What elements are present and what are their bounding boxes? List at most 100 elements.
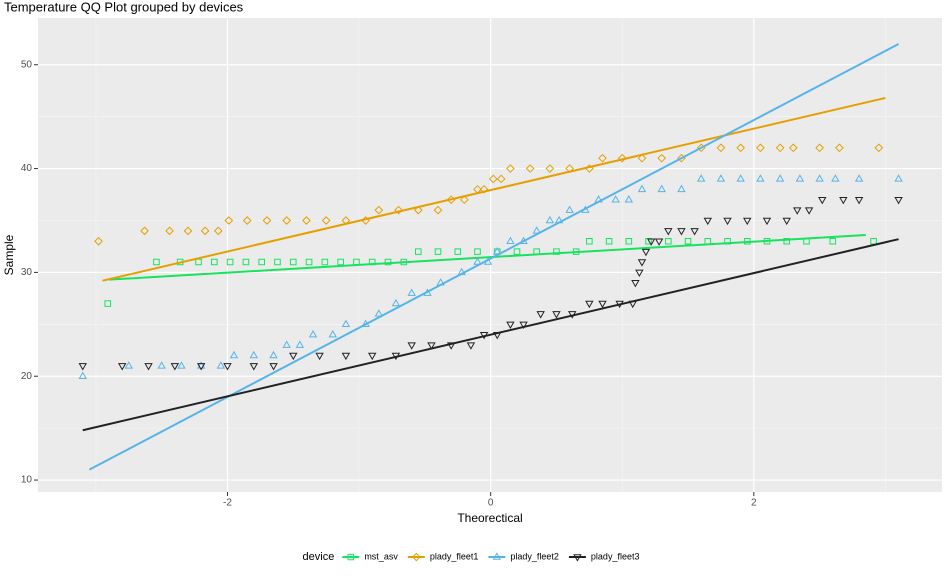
qq-point: [242, 258, 250, 266]
qq-point: [195, 258, 202, 266]
qq-point: [282, 340, 291, 348]
qq-point: [894, 196, 903, 205]
legend-label: mst_asv: [364, 551, 398, 561]
qq-point: [289, 258, 297, 266]
qq-point: [795, 174, 805, 182]
qq-point: [736, 143, 746, 153]
qq-line: [108, 234, 866, 281]
qq-point: [536, 311, 545, 319]
qq-point: [617, 153, 627, 163]
qq-point: [831, 174, 840, 182]
qq-point: [242, 216, 252, 225]
qq-point: [605, 237, 613, 245]
qq-point: [341, 352, 351, 361]
qq-point: [459, 195, 469, 205]
qq-point: [466, 342, 476, 350]
qq-point: [454, 248, 462, 255]
qq-point: [153, 258, 160, 266]
qq-point: [532, 226, 541, 234]
qq-point: [216, 361, 226, 369]
qq-point: [677, 184, 686, 193]
qq-point: [337, 258, 344, 266]
qq-point: [274, 258, 281, 266]
qq-point: [624, 195, 634, 203]
qq-point: [641, 248, 651, 257]
qq-point: [374, 309, 384, 317]
qq-point: [506, 321, 515, 329]
qq-point: [677, 228, 686, 236]
qq-point: [249, 363, 259, 371]
qq-point: [736, 174, 745, 182]
qq-point: [637, 153, 647, 163]
qq-point: [696, 174, 706, 182]
qq-point: [157, 361, 166, 369]
qq-point: [224, 216, 234, 225]
qq-point: [552, 311, 561, 319]
legend-key-shape: [492, 552, 502, 560]
qq-point: [104, 300, 112, 307]
qq-point: [144, 363, 153, 371]
qq-point: [196, 361, 206, 369]
legend-key-shape: [347, 553, 355, 561]
x-axis-label: Theorectical: [457, 511, 522, 525]
qq-point: [368, 352, 377, 361]
qq-point: [506, 236, 515, 244]
qq-point: [391, 298, 401, 307]
legend-key-shape: [573, 554, 582, 562]
qq-point: [394, 205, 403, 215]
qq-point: [249, 350, 259, 359]
qq-point: [756, 143, 765, 153]
qq-point: [488, 174, 498, 184]
qq-point: [743, 217, 752, 226]
qq-point: [474, 248, 481, 255]
qq-point: [262, 216, 272, 225]
x-tick-label: -2: [223, 498, 232, 509]
y-tick-label: 20: [21, 371, 33, 382]
qq-point: [783, 237, 791, 245]
qq-point: [78, 371, 87, 379]
qq-point: [703, 217, 712, 226]
qq-point: [631, 280, 640, 288]
qq-point: [308, 330, 318, 338]
y-axis-label: Sample: [2, 234, 16, 275]
qq-point: [835, 143, 844, 153]
qq-point: [716, 143, 726, 153]
qq-point: [763, 237, 771, 245]
qq-point: [321, 216, 331, 225]
qq-point: [374, 205, 384, 215]
qq-point: [328, 330, 337, 338]
x-tick-label: 2: [751, 498, 757, 509]
legend-label: plady_fleet2: [510, 551, 559, 561]
qq-point: [165, 226, 174, 236]
qq-point: [196, 363, 206, 371]
qq-point: [407, 342, 416, 350]
qq-point: [723, 217, 732, 226]
qq-point: [211, 258, 218, 266]
y-tick-label: 50: [21, 59, 33, 70]
qq-point: [434, 248, 442, 255]
qq-point: [223, 363, 232, 371]
qq-point: [496, 174, 506, 184]
qq-point: [269, 350, 278, 359]
qq-point: [473, 257, 482, 265]
qq-point: [229, 350, 239, 359]
qq-point: [269, 363, 278, 371]
qq-point: [413, 205, 423, 215]
qq-point: [586, 237, 593, 245]
qq-point: [565, 205, 574, 213]
qq-point: [854, 196, 864, 205]
qq-point: [654, 238, 664, 246]
qq-point: [302, 216, 311, 225]
qq-point: [226, 258, 234, 266]
qq-point: [756, 174, 765, 182]
qq-point: [598, 153, 607, 163]
qq-point: [479, 184, 489, 194]
legend-key-shape: [411, 552, 421, 562]
qq-point: [545, 215, 555, 224]
qq-point: [598, 300, 607, 309]
qq-point: [124, 361, 134, 369]
qq-point: [433, 205, 443, 215]
qq-point: [839, 196, 848, 205]
plot-panel: [38, 18, 942, 492]
legend-title: device: [303, 551, 335, 563]
